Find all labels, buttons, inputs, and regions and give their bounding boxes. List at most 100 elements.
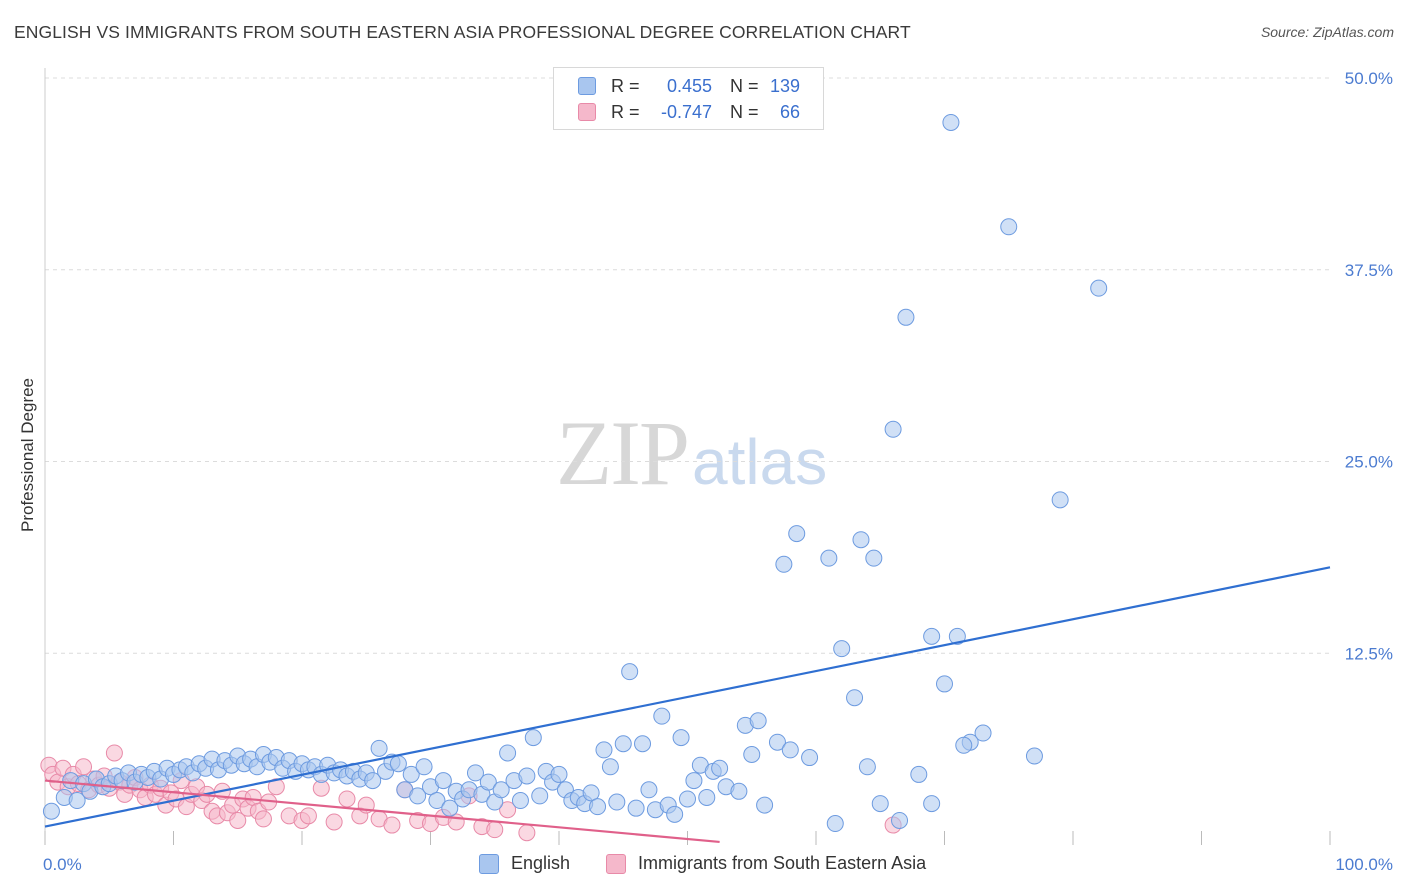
english-point (428, 792, 446, 810)
english-point (711, 759, 729, 777)
immigrants-point (105, 744, 123, 762)
trend-lines (44, 566, 1331, 844)
immigrants-point (338, 790, 356, 808)
english-point (698, 788, 716, 806)
grid-lines (45, 77, 1330, 654)
english-point (801, 749, 819, 767)
english-point (884, 420, 902, 438)
english-point (479, 773, 497, 791)
english-point (1051, 491, 1069, 509)
english-point (865, 549, 883, 567)
english-n-value: 139 (769, 76, 800, 96)
english-point (608, 793, 626, 811)
english-point (68, 792, 86, 810)
immigrants-n-value: 66 (779, 102, 800, 122)
immigrants-point (75, 758, 93, 776)
english-point (897, 308, 915, 326)
english-point (749, 712, 767, 730)
english-point (955, 736, 973, 754)
immigrants-r-value: -0.747 (660, 102, 712, 122)
english-point (833, 640, 851, 658)
english-point (582, 784, 600, 802)
watermark: ZIPatlas (556, 400, 827, 506)
english-point (441, 799, 459, 817)
english-legend-swatch (479, 854, 499, 874)
english-point (871, 795, 889, 813)
english-point (936, 675, 953, 693)
english-r-value: 0.455 (666, 76, 712, 96)
tick-labels: 12.5% 25.0% 37.5% 50.0% 0.0% 100.0% (43, 69, 1393, 874)
english-point (768, 733, 786, 751)
x-tick-label: 100.0% (1335, 855, 1393, 874)
english-point (434, 772, 452, 790)
english-point (974, 724, 992, 742)
english-point (402, 765, 420, 783)
english-point (923, 795, 941, 813)
english-point (788, 525, 806, 543)
english-point (415, 758, 433, 776)
english-points (42, 113, 1108, 833)
english-point (858, 758, 876, 776)
immigrants-r-label: R = (611, 102, 640, 122)
english-point (1000, 218, 1018, 236)
english-trend-line (44, 566, 1331, 828)
english-point (820, 549, 838, 567)
watermark-zip: ZIP (556, 402, 690, 504)
immigrants-trend-line (44, 779, 720, 844)
english-point (492, 781, 510, 799)
english-point (595, 741, 613, 759)
english-point (852, 531, 870, 549)
english-point (511, 792, 529, 810)
immigrants-point (499, 801, 517, 819)
english-point (666, 805, 684, 823)
y-tick-label: 25.0% (1345, 453, 1393, 472)
legend-row-english: R = 0.455 N = 139 (554, 74, 823, 100)
english-point (891, 811, 909, 829)
english-point (614, 735, 632, 753)
english-point (846, 689, 864, 707)
english-point (1090, 279, 1108, 297)
english-point (826, 815, 844, 833)
english-point (531, 787, 549, 805)
english-point (466, 764, 484, 782)
english-point (627, 799, 645, 817)
english-r-label: R = (611, 76, 640, 96)
english-legend-label: English (511, 853, 571, 873)
immigrants-point (254, 810, 272, 828)
english-point (524, 729, 542, 747)
series-legend: English Immigrants from South Eastern As… (0, 852, 1406, 878)
english-point (672, 729, 690, 747)
english-point (948, 627, 966, 645)
chart-title: ENGLISH VS IMMIGRANTS FROM SOUTH EASTERN… (14, 22, 911, 42)
legend-row-immigrants: R = -0.747 N = 66 (554, 100, 823, 126)
source-label: Source: ZipAtlas.com (1260, 24, 1394, 40)
english-point (756, 796, 774, 814)
y-tick-label: 37.5% (1345, 261, 1393, 280)
english-point (550, 765, 568, 783)
immigrants-point (518, 824, 536, 842)
english-point (743, 745, 761, 763)
y-tick-label: 50.0% (1345, 69, 1393, 88)
correlation-legend: R = 0.455 N = 139 R = -0.747 N = 66 (553, 67, 824, 130)
immigrants-point (267, 778, 285, 796)
english-point (42, 802, 60, 820)
english-point (621, 663, 639, 681)
english-swatch (578, 77, 596, 95)
immigrants-legend-label: Immigrants from South Eastern Asia (638, 853, 927, 873)
english-point (589, 798, 607, 816)
immigrants-point (486, 821, 504, 839)
english-point (1025, 747, 1043, 765)
english-point (942, 113, 960, 131)
english-point (640, 781, 658, 799)
immigrants-legend-swatch (606, 854, 626, 874)
english-point (775, 555, 793, 573)
english-point (601, 758, 619, 776)
english-point (781, 741, 799, 759)
english-point (679, 790, 696, 808)
x-tick-label: 0.0% (43, 855, 82, 874)
axes (44, 68, 1331, 845)
english-n-label: N = (730, 76, 759, 96)
english-point (389, 755, 407, 773)
english-point (685, 772, 703, 790)
